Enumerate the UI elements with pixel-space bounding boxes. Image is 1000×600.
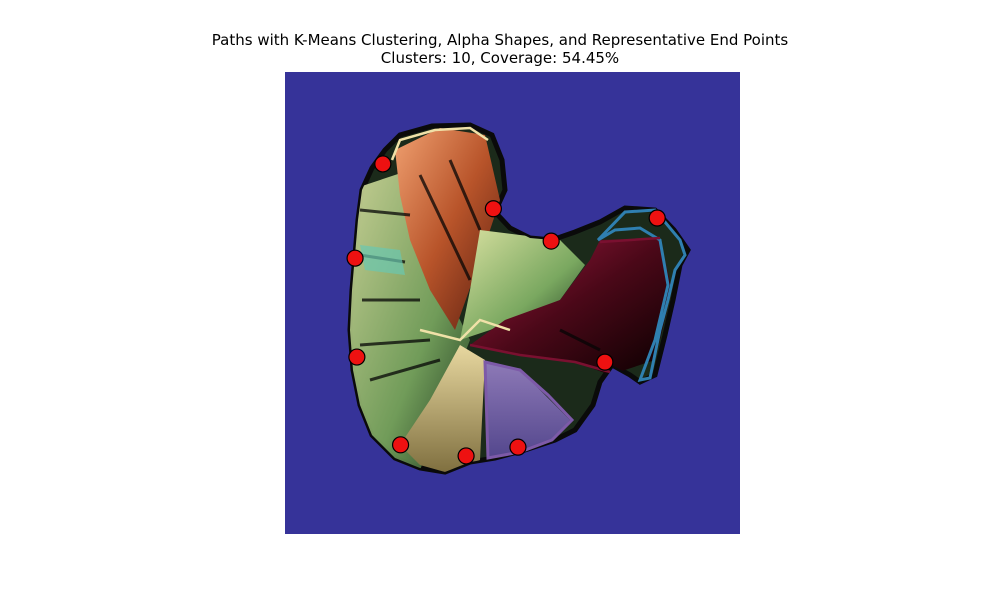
cluster-outline-blue [596,208,687,383]
terrain-tan-south [400,345,485,472]
terrain-red-basin [470,238,672,375]
terrain-cyan-accent [360,245,405,275]
chart-subtitle: Clusters: 10, Coverage: 54.45% [380,49,620,67]
representative-end-points [346,155,666,465]
end-point-6 [348,348,366,366]
end-point-3 [542,232,560,250]
end-point-10 [509,438,527,456]
end-point-1 [374,155,392,173]
cluster-outline-cream [390,126,511,342]
chart-title: Paths with K-Means Clustering, Alpha Sha… [211,31,789,49]
cluster-outline-maroon [469,236,661,374]
end-point-8 [391,436,410,454]
end-point-2 [484,200,502,218]
cluster-outline-purple [483,360,575,460]
end-point-9 [457,447,475,465]
terrain-green-center [460,230,585,340]
terrain-purple-south [485,362,570,458]
end-point-7 [596,353,614,371]
end-point-5 [346,249,364,267]
terrain-map [347,122,691,475]
end-point-4 [648,209,666,227]
